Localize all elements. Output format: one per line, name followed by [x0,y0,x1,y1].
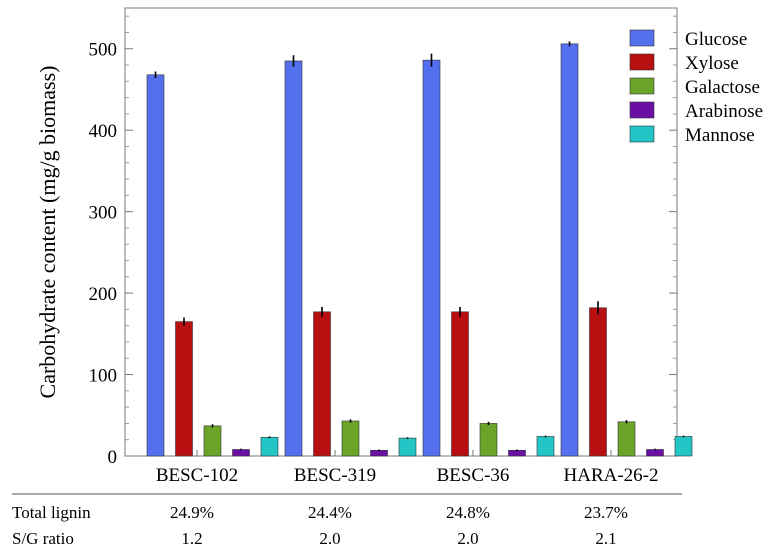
bar-xylose-0 [175,321,193,457]
bar-arabinose-0 [232,449,250,457]
bar-mannose-0 [260,436,279,457]
table-cell: 2.1 [595,529,616,548]
bar-galactose-1 [341,420,360,457]
y-tick-label: 500 [89,40,118,61]
x-tick-label: BESC-36 [437,465,510,486]
properties-table: Total lignin 24.9% 24.4% 24.8% 23.7% S/G rati… [12,493,682,548]
table-row-label: Total lignin [12,503,91,522]
bar-glucose-0 [146,74,165,457]
x-axis-labels: BESC-102 BESC-319 BESC-36 HARA-26-2 [156,450,659,486]
legend-swatch-galactose [629,77,655,95]
legend-swatch-mannose [629,125,655,143]
y-axis-title: Carbohydrate content (mg/g biomass) [35,66,60,399]
bars [146,41,693,457]
y-tick-label: 400 [89,121,118,142]
legend-swatch-arabinose [629,101,655,119]
bar-glucose-3 [560,43,579,457]
table-cell: 23.7% [584,503,628,522]
bar-galactose-2 [479,423,498,457]
bar-xylose-2 [451,311,469,457]
legend-swatch-xylose [629,53,655,71]
bar-arabinose-3 [646,449,664,457]
bar-mannose-2 [536,436,555,457]
y-tick-label: 0 [108,447,118,468]
legend-label-glucose: Glucose [685,29,747,50]
y-tick-label: 100 [89,366,118,387]
legend-label-xylose: Xylose [685,53,739,74]
bar-arabinose-2 [508,449,526,457]
bar-arabinose-1 [370,449,388,457]
table-cell: 24.4% [308,503,352,522]
table-row-label: S/G ratio [12,529,74,548]
x-tick-label: HARA-26-2 [564,465,659,486]
legend-swatch-glucose [629,29,655,47]
table-cell: 24.8% [446,503,490,522]
legend: Glucose Xylose Galactose Arabinose Mannose [629,29,763,146]
bar-glucose-1 [284,60,303,457]
bar-galactose-3 [617,421,636,457]
legend-label-arabinose: Arabinose [685,101,763,122]
table-cell: 2.0 [319,529,340,548]
bar-mannose-3 [674,436,693,457]
x-tick-label: BESC-102 [156,465,238,486]
y-tick-label: 300 [89,203,118,224]
legend-label-galactose: Galactose [685,77,760,98]
y-axis-ticks: 0 100 200 300 400 500 [89,15,677,468]
bar-glucose-2 [422,59,441,457]
x-tick-label: BESC-319 [294,465,376,486]
table-cell: 24.9% [170,503,214,522]
y-tick-label: 200 [89,284,118,305]
bar-xylose-3 [589,307,607,457]
bar-galactose-0 [203,425,222,457]
table-cell: 1.2 [181,529,202,548]
table-cell: 2.0 [457,529,478,548]
legend-label-mannose: Mannose [685,125,755,146]
bar-mannose-1 [398,437,417,457]
bar-xylose-1 [313,311,331,457]
